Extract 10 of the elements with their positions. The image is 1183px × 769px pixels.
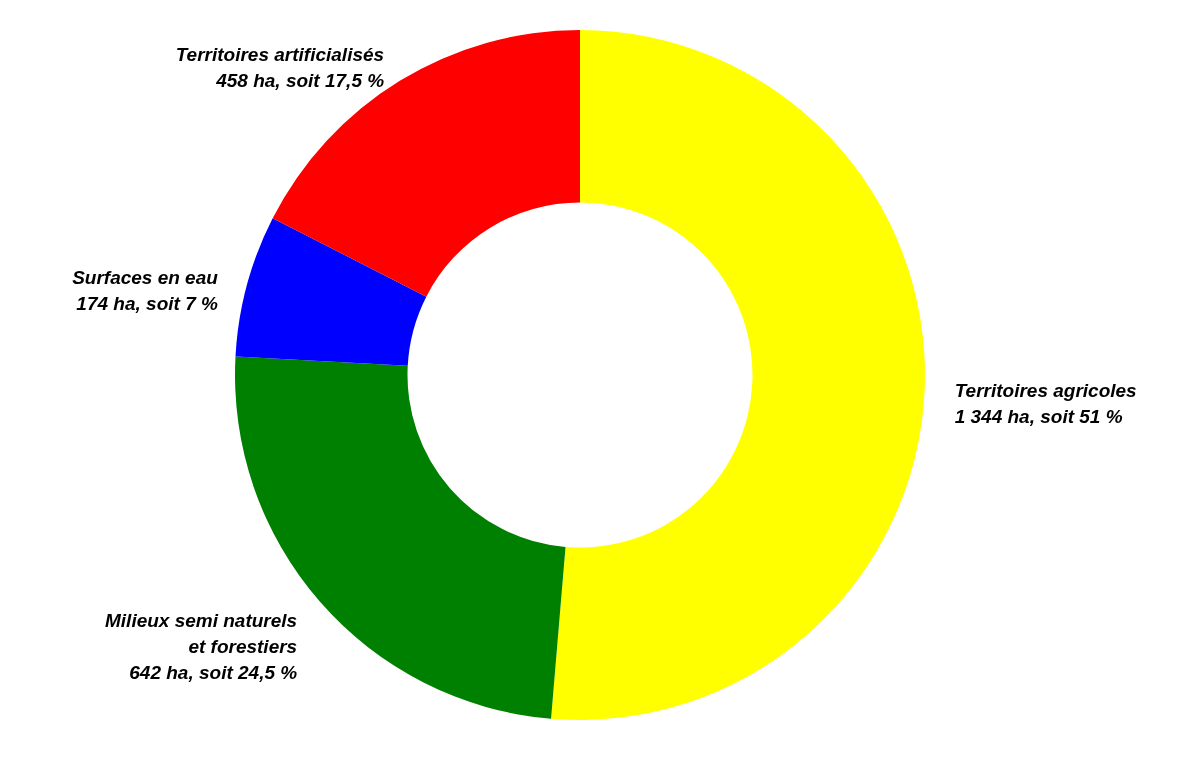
donut-slice — [551, 30, 925, 720]
slice-label: Surfaces en eau — [72, 266, 219, 288]
slice-label: Territoires agricoles — [954, 379, 1137, 401]
data-label: 1 344 ha, soit 51 % — [954, 405, 1123, 427]
slice-label: Milieux semi naturels et forestiers — [105, 610, 298, 658]
donut-slice — [235, 218, 427, 366]
slice-label: Territoires artificialisés — [175, 44, 385, 66]
data-label: 458 ha, soit 17,5 % — [215, 70, 385, 92]
data-label: 174 ha, soit 7 % — [76, 292, 218, 314]
data-label: 642 ha, soit 24,5 % — [129, 662, 298, 684]
